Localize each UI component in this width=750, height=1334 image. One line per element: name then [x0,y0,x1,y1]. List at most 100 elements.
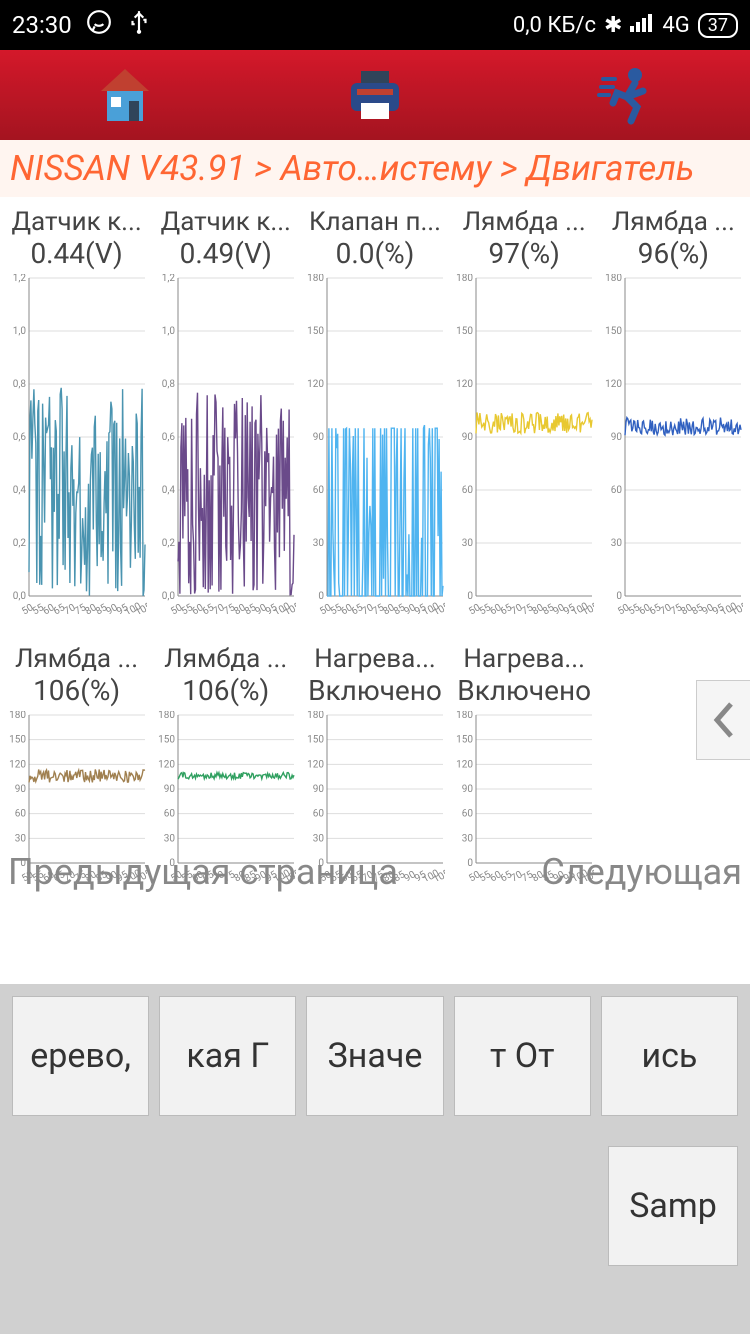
status-time: 23:30 [12,11,72,39]
battery-icon: 37 [698,13,738,38]
svg-text:150: 150 [456,326,473,337]
chart-cell[interactable]: Нагрева... Включено 03060901201501805055… [452,644,597,881]
chart-title: Лямбда ... [452,207,597,237]
svg-text:180: 180 [606,274,623,284]
run-icon[interactable] [593,63,657,127]
chart-value: Включено [457,674,591,707]
bottom-button[interactable]: ерево, [12,996,149,1116]
chart-cell[interactable]: Нагрева... Включено 03060901201501805055… [302,644,447,881]
whatsapp-icon [86,9,112,41]
sample-button[interactable]: Samp [608,1146,738,1266]
chart-title: Клапан п... [302,207,447,237]
svg-text:0,8: 0,8 [12,379,26,390]
svg-text:0,6: 0,6 [12,432,26,443]
svg-text:90: 90 [164,784,176,795]
next-page-label[interactable]: Следующая [541,851,742,893]
chart-value: 0.49(V) [180,237,272,270]
chart-cell[interactable]: Лямбда ... 97(%) 03060901201501805055606… [452,207,597,614]
svg-text:120: 120 [158,759,175,770]
chart-value: 97(%) [489,237,560,270]
svg-text:180: 180 [158,711,175,721]
chart-cell[interactable]: Датчик к... 0.49(V) 0,0 0,2 0,4 0,6 0,8 1,0 1,… [153,207,298,614]
chart-value: 0.44(V) [30,237,122,270]
svg-text:0,0: 0,0 [162,591,176,602]
svg-text:1,0: 1,0 [162,326,176,337]
svg-text:60: 60 [462,485,474,496]
svg-text:60: 60 [14,809,26,820]
svg-text:150: 150 [9,735,26,746]
mini-chart: 0306090120150180505560657075808590951001… [305,274,445,614]
svg-text:180: 180 [9,711,26,721]
bottom-button-panel: ерево,кая ГЗначет Отись Samp [0,984,750,1334]
svg-text:90: 90 [313,784,325,795]
button-row-1: ерево,кая ГЗначет Отись [12,996,738,1116]
charts-grid-row2: Лямбда ... 106(%) 0306090120150180505560… [0,634,750,881]
chart-title: Датчик к... [4,207,149,237]
mini-chart: 0,00,20,40,60,81,01,25055606570758085909… [7,274,147,614]
svg-text:150: 150 [606,326,623,337]
svg-text:30: 30 [313,833,325,844]
bottom-button[interactable]: ись [601,996,738,1116]
mini-chart: 0,00,20,40,60,81,01,25055606570758085909… [156,274,296,614]
chart-title: Датчик к... [153,207,298,237]
svg-text:120: 120 [307,379,324,390]
svg-text:30: 30 [164,833,176,844]
home-icon[interactable] [93,63,157,127]
chart-title: Нагрева... [302,644,447,674]
print-icon[interactable] [343,63,407,127]
svg-text:90: 90 [14,784,26,795]
chart-cell[interactable]: Клапан п... 0.0(%) 030609012015018050556… [302,207,447,614]
svg-text:1,2: 1,2 [162,274,176,284]
svg-text:0,6: 0,6 [162,432,176,443]
chart-title: Лямбда ... [601,207,746,237]
chart-cell[interactable]: Датчик к... 0.44(V) 0,00,20,40,60,81,01,… [4,207,149,614]
svg-text:150: 150 [307,326,324,337]
network-label: 4G [662,13,689,38]
chart-cell[interactable]: Лямбда ... 106(%) 0306090120150180505560… [4,644,149,881]
bottom-button[interactable]: кая Г [159,996,296,1116]
svg-text:0,4: 0,4 [162,485,176,496]
svg-text:180: 180 [456,274,473,284]
side-collapse-tab[interactable] [696,680,750,760]
chart-title: Нагрева... [452,644,597,674]
svg-text:30: 30 [462,833,474,844]
svg-text:60: 60 [611,485,623,496]
chart-value: 0.0(%) [336,237,415,270]
svg-text:30: 30 [611,538,623,549]
chart-cell[interactable]: Лямбда ... 96(%) 03060901201501805055606… [601,207,746,614]
mini-chart: 0306090120150180505560657075808590951001… [603,274,743,614]
usb-icon [126,9,152,41]
svg-text:150: 150 [456,735,473,746]
charts-grid-row1: Датчик к... 0.44(V) 0,0 0,2 0,4 0,6 0,8 1,0 1,… [0,197,750,614]
chart-value: 106(%) [182,674,269,707]
svg-text:150: 150 [307,735,324,746]
breadcrumb: NISSAN V43.91 > Авто…истему > Двигатель [0,140,750,197]
chart-cell[interactable]: Лямбда ... 106(%) 0306090120150180505560… [153,644,298,881]
svg-text:60: 60 [313,485,325,496]
svg-text:90: 90 [462,432,474,443]
svg-text:0: 0 [468,591,474,602]
bottom-button[interactable]: т От [454,996,591,1116]
svg-text:180: 180 [456,711,473,721]
svg-text:30: 30 [462,538,474,549]
svg-text:1,0: 1,0 [12,326,26,337]
prev-page-label[interactable]: Предыдущая страница [8,851,398,893]
svg-text:0,2: 0,2 [162,538,176,549]
signal-icon [630,12,654,38]
bluetooth-icon: ✱ [604,13,622,38]
svg-text:60: 60 [313,809,325,820]
svg-text:1,2: 1,2 [12,274,26,284]
svg-text:150: 150 [158,735,175,746]
chart-title: Лямбда ... [4,644,149,674]
svg-text:60: 60 [462,809,474,820]
svg-text:30: 30 [14,833,26,844]
svg-text:0,8: 0,8 [162,379,176,390]
bottom-button[interactable]: Значе [306,996,443,1116]
svg-text:30: 30 [313,538,325,549]
svg-text:120: 120 [307,759,324,770]
chart-title: Лямбда ... [153,644,298,674]
svg-text:90: 90 [462,784,474,795]
svg-text:180: 180 [307,711,324,721]
svg-text:120: 120 [456,759,473,770]
svg-text:60: 60 [164,809,176,820]
